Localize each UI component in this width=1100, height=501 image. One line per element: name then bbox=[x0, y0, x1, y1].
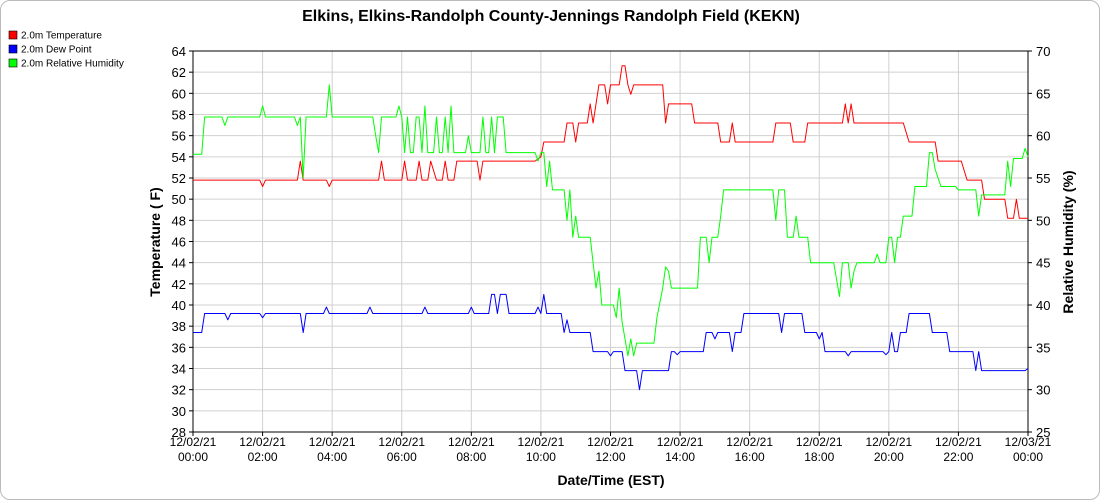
y-tick-label: 28 bbox=[172, 425, 186, 440]
y-axis-label: Temperature ( F) bbox=[147, 187, 163, 296]
y-tick-label: 62 bbox=[172, 65, 186, 80]
y-tick-label: 30 bbox=[172, 404, 186, 419]
y-tick-label: 48 bbox=[172, 213, 186, 228]
y-tick-label: 58 bbox=[172, 108, 186, 123]
x-tick-time: 20:00 bbox=[874, 450, 904, 464]
x-tick-time: 18:00 bbox=[804, 450, 834, 464]
legend-swatch-2-0m-relative-humidity bbox=[8, 58, 18, 68]
y-tick-label: 52 bbox=[172, 171, 186, 186]
y-tick-label: 34 bbox=[172, 362, 186, 377]
x-tick-time: 00:00 bbox=[1013, 450, 1043, 464]
x-tick-time: 12:00 bbox=[595, 450, 625, 464]
legend-label-2-0m-temperature: 2.0m Temperature bbox=[21, 31, 102, 42]
x-tick-time: 10:00 bbox=[526, 450, 556, 464]
y-tick-label: 36 bbox=[172, 340, 186, 355]
series-line-2-0m-dew-point bbox=[193, 293, 1029, 391]
y-tick-label: 46 bbox=[172, 235, 186, 250]
y-tick-label: 44 bbox=[172, 256, 186, 271]
y2-tick-label: 70 bbox=[1036, 44, 1050, 59]
x-tick-time: 08:00 bbox=[456, 450, 486, 464]
y-tick-label: 32 bbox=[172, 383, 186, 398]
x-tick-date: 12/02/21 bbox=[657, 435, 704, 449]
series-layer bbox=[193, 65, 1029, 391]
y2-tick-label: 65 bbox=[1036, 86, 1050, 101]
y2-tick-label: 30 bbox=[1036, 383, 1050, 398]
y2-tick-label: 35 bbox=[1036, 340, 1050, 355]
x-tick-date: 12/02/21 bbox=[448, 435, 495, 449]
y-tick-label: 54 bbox=[172, 150, 186, 165]
x-tick-time: 04:00 bbox=[317, 450, 347, 464]
x-tick-time: 00:00 bbox=[178, 450, 208, 464]
x-tick-time: 02:00 bbox=[248, 450, 278, 464]
y2-tick-label: 45 bbox=[1036, 256, 1050, 271]
x-tick-date: 12/02/21 bbox=[587, 435, 634, 449]
x-tick-date: 12/02/21 bbox=[378, 435, 425, 449]
x-axis: 12/02/2100:0012/02/2102:0012/02/2104:001… bbox=[170, 432, 1052, 464]
y2-tick-label: 40 bbox=[1036, 298, 1050, 313]
y-axis-left: 28 30 32 34 36 38 40 42 44 46 48 50 52 54 56 58 60 62 64 bbox=[172, 44, 193, 440]
y2-tick-label: 60 bbox=[1036, 129, 1050, 144]
x-tick-date: 12/02/21 bbox=[796, 435, 843, 449]
y-axis-right: 25 30 35 40 45 50 55 60 65 70 bbox=[1028, 44, 1050, 440]
y2-tick-label: 55 bbox=[1036, 171, 1050, 186]
y-tick-label: 50 bbox=[172, 192, 186, 207]
x-tick-date: 12/02/21 bbox=[309, 435, 356, 449]
legend-label-2-0m-relative-humidity: 2.0m Relative Humidity bbox=[21, 59, 124, 70]
x-tick-time: 14:00 bbox=[665, 450, 695, 464]
x-tick-date: 12/03/21 bbox=[1005, 435, 1052, 449]
y2-tick-label: 50 bbox=[1036, 213, 1050, 228]
legend-label-2-0m-dew-point: 2.0m Dew Point bbox=[21, 45, 92, 56]
y2-tick-label: 25 bbox=[1036, 425, 1050, 440]
legend: 2.0m Temperature 2.0m Dew Point 2.0m Relat… bbox=[8, 30, 124, 70]
legend-swatch-2-0m-dew-point bbox=[8, 44, 18, 54]
y-tick-label: 56 bbox=[172, 129, 186, 144]
x-tick-date: 12/02/21 bbox=[518, 435, 565, 449]
series-line-2-0m-relative-humidity bbox=[193, 84, 1029, 357]
series-line-2-0m-temperature bbox=[193, 65, 1028, 219]
y-tick-label: 40 bbox=[172, 298, 186, 313]
x-tick-time: 16:00 bbox=[735, 450, 765, 464]
chart-title: Elkins, Elkins-Randolph County-Jennings … bbox=[302, 8, 800, 25]
x-tick-time: 22:00 bbox=[943, 450, 973, 464]
x-tick-date: 12/02/21 bbox=[726, 435, 773, 449]
x-tick-date: 12/02/21 bbox=[935, 435, 982, 449]
y-tick-label: 64 bbox=[172, 44, 186, 59]
grid-lines bbox=[192, 50, 1029, 433]
y-tick-label: 60 bbox=[172, 86, 186, 101]
x-tick-date: 12/02/21 bbox=[239, 435, 286, 449]
x-tick-time: 06:00 bbox=[387, 450, 417, 464]
legend-swatch-2-0m-temperature bbox=[8, 30, 18, 40]
x-axis-label: Date/Time (EST) bbox=[557, 472, 664, 488]
y2-axis-label: Relative Humidity (%) bbox=[1060, 170, 1076, 313]
y-tick-label: 42 bbox=[172, 277, 186, 292]
x-tick-date: 12/02/21 bbox=[865, 435, 912, 449]
y-tick-label: 38 bbox=[172, 319, 186, 334]
x-tick-date: 12/02/21 bbox=[170, 435, 217, 449]
